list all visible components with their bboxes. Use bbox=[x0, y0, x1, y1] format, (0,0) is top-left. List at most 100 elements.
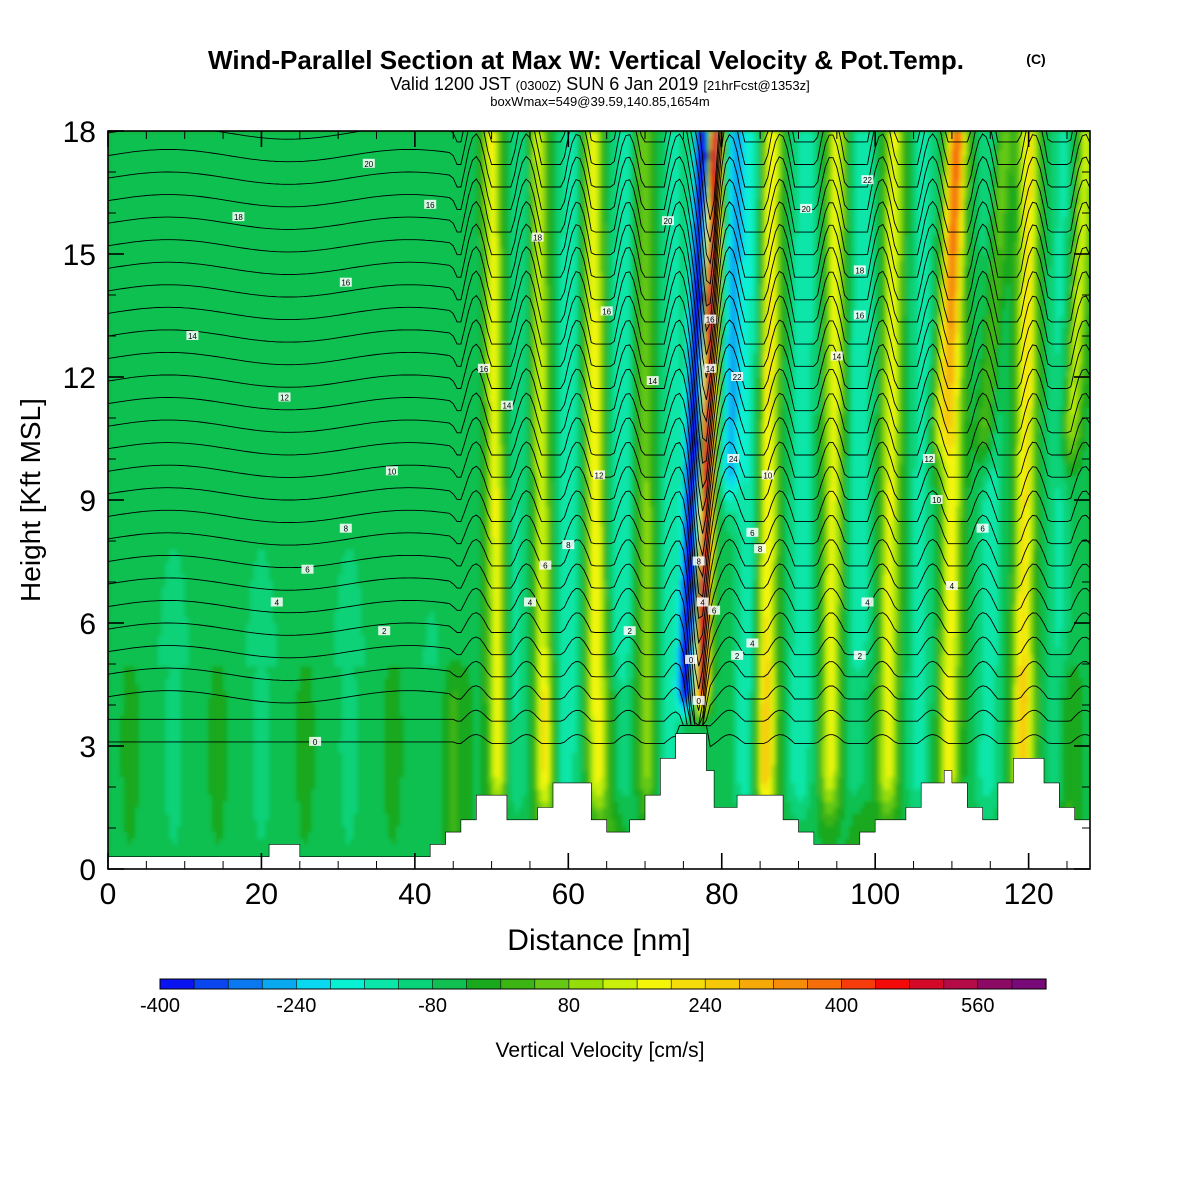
velocity-cell bbox=[246, 463, 251, 470]
velocity-cell bbox=[161, 309, 167, 316]
velocity-cell bbox=[261, 407, 266, 415]
velocity-cell bbox=[261, 770, 266, 778]
velocity-cell bbox=[180, 838, 186, 845]
velocity-cell bbox=[253, 586, 259, 593]
velocity-cell bbox=[161, 235, 167, 243]
velocity-cell bbox=[177, 770, 182, 778]
velocity-cell bbox=[265, 407, 270, 415]
velocity-cell bbox=[157, 383, 163, 390]
velocity-cell bbox=[249, 832, 255, 839]
velocity-cell bbox=[169, 420, 174, 427]
velocity-cell bbox=[265, 838, 270, 845]
velocity-cell bbox=[249, 352, 255, 360]
velocity-cell bbox=[157, 512, 163, 519]
velocity-cell bbox=[196, 266, 201, 273]
velocity-cell bbox=[138, 223, 144, 230]
velocity-cell bbox=[230, 813, 236, 821]
velocity-cell bbox=[246, 260, 251, 267]
velocity-cell bbox=[184, 340, 190, 347]
velocity-cell bbox=[165, 573, 170, 581]
velocity-cell bbox=[123, 266, 128, 273]
velocity-cell bbox=[146, 555, 151, 563]
velocity-cell bbox=[196, 807, 201, 815]
velocity-cell bbox=[169, 832, 174, 839]
velocity-cell bbox=[219, 592, 224, 599]
velocity-cell bbox=[169, 137, 174, 144]
velocity-cell bbox=[200, 309, 205, 316]
velocity-cell bbox=[108, 782, 113, 790]
velocity-cell bbox=[131, 407, 136, 415]
velocity-cell bbox=[142, 241, 147, 249]
velocity-cell bbox=[200, 450, 205, 458]
velocity-cell bbox=[157, 776, 163, 784]
velocity-cell bbox=[234, 487, 239, 495]
velocity-cell bbox=[223, 426, 228, 433]
velocity-cell bbox=[119, 567, 124, 575]
velocity-cell bbox=[261, 438, 266, 446]
velocity-cell bbox=[165, 229, 170, 237]
velocity-cell bbox=[207, 795, 213, 802]
velocity-cell bbox=[253, 247, 259, 255]
velocity-cell bbox=[238, 247, 243, 255]
velocity-cell bbox=[219, 389, 224, 396]
velocity-cell bbox=[134, 223, 140, 230]
velocity-cell bbox=[173, 143, 178, 150]
velocity-cell bbox=[111, 598, 117, 606]
velocity-cell bbox=[177, 192, 182, 200]
velocity-cell bbox=[146, 333, 151, 341]
velocity-cell bbox=[246, 407, 251, 415]
velocity-cell bbox=[154, 604, 159, 612]
velocity-cell bbox=[127, 167, 132, 175]
velocity-cell bbox=[196, 174, 201, 181]
velocity-cell bbox=[154, 801, 159, 809]
velocity-cell bbox=[200, 186, 205, 193]
velocity-cell bbox=[257, 383, 262, 390]
velocity-cell bbox=[253, 801, 259, 809]
velocity-cell bbox=[165, 739, 170, 747]
velocity-cell bbox=[246, 623, 251, 630]
velocity-cell bbox=[184, 432, 190, 439]
velocity-cell bbox=[223, 223, 228, 230]
velocity-cell bbox=[146, 456, 151, 464]
velocity-cell bbox=[257, 721, 262, 729]
velocity-cell bbox=[200, 586, 205, 593]
velocity-cell bbox=[234, 463, 239, 470]
velocity-cell bbox=[115, 826, 121, 833]
velocity-cell bbox=[111, 807, 117, 815]
velocity-cell bbox=[272, 536, 278, 544]
velocity-cell bbox=[134, 137, 140, 144]
velocity-cell bbox=[230, 407, 236, 415]
velocity-cell bbox=[119, 309, 124, 316]
velocity-cell bbox=[246, 832, 251, 839]
velocity-cell bbox=[165, 303, 170, 310]
velocity-cell bbox=[150, 696, 155, 704]
velocity-cell bbox=[226, 850, 232, 858]
velocity-cell bbox=[131, 456, 136, 464]
velocity-cell bbox=[272, 715, 278, 723]
velocity-cell bbox=[146, 167, 151, 175]
velocity-cell bbox=[177, 789, 182, 796]
velocity-cell bbox=[226, 764, 232, 772]
velocity-cell bbox=[177, 352, 182, 360]
velocity-cell bbox=[115, 241, 121, 249]
velocity-cell bbox=[142, 629, 147, 636]
velocity-cell bbox=[184, 659, 190, 667]
velocity-cell bbox=[261, 456, 266, 464]
velocity-cell bbox=[238, 598, 243, 606]
velocity-cell bbox=[161, 653, 167, 661]
velocity-cell bbox=[119, 795, 124, 802]
velocity-cell bbox=[226, 370, 232, 378]
velocity-cell bbox=[134, 241, 140, 249]
velocity-cell bbox=[223, 383, 228, 390]
velocity-cell bbox=[249, 635, 255, 642]
velocity-cell bbox=[272, 795, 278, 802]
velocity-cell bbox=[192, 758, 197, 765]
velocity-cell bbox=[249, 653, 255, 661]
velocity-cell bbox=[111, 186, 117, 193]
velocity-cell bbox=[234, 500, 239, 507]
velocity-cell bbox=[200, 506, 205, 513]
velocity-cell bbox=[177, 432, 182, 439]
velocity-cell bbox=[226, 770, 232, 778]
velocity-cell bbox=[223, 192, 228, 200]
velocity-cell bbox=[177, 715, 182, 723]
